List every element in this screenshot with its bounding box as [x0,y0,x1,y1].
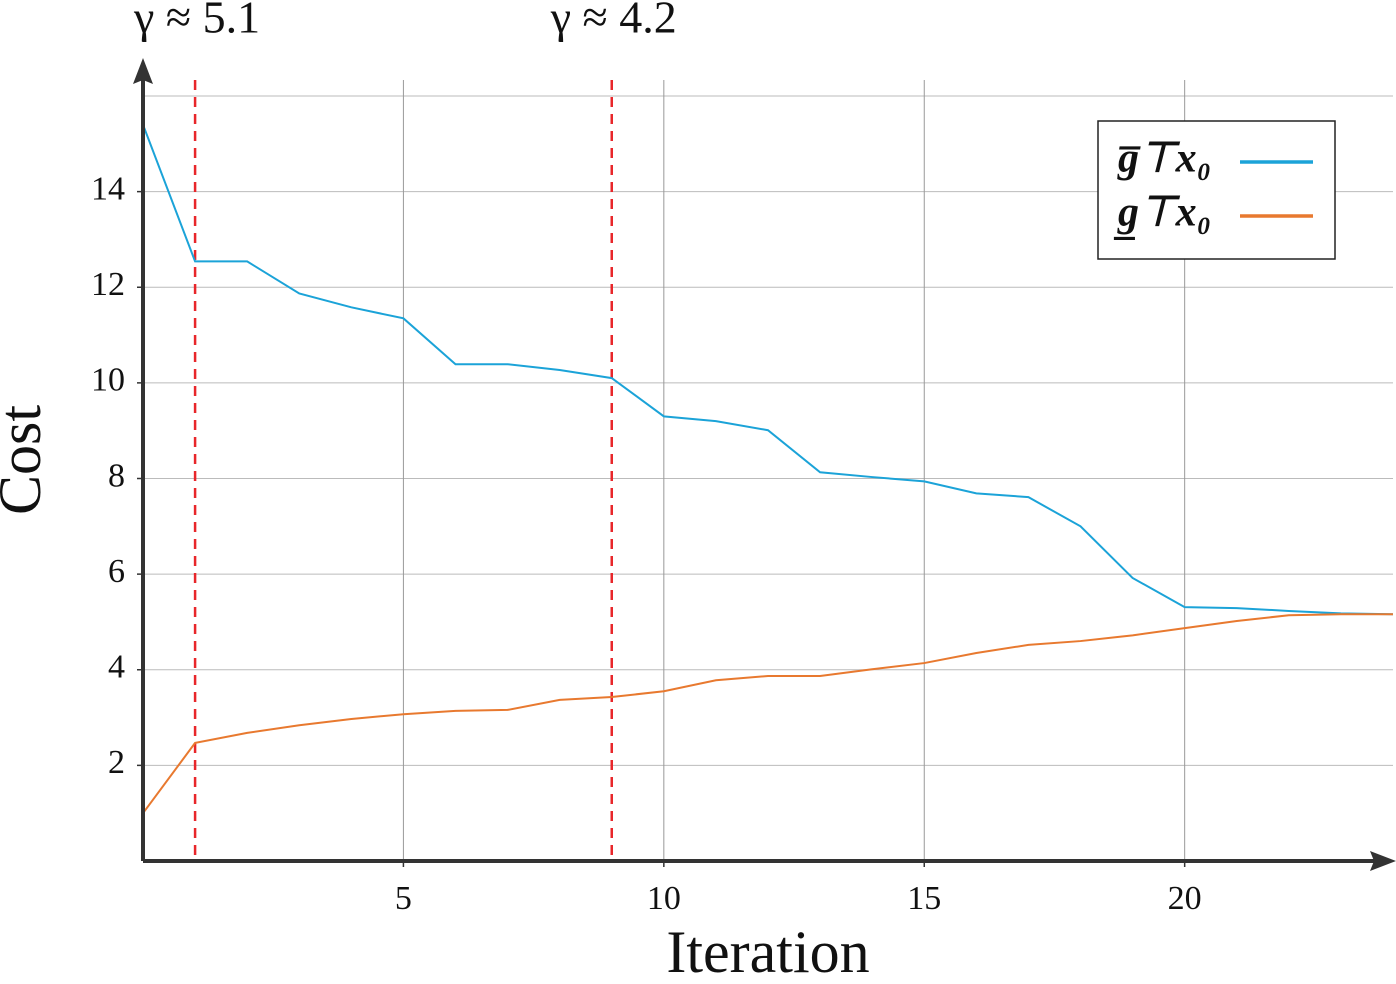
legend: g̅⊤x₀ g̲⊤x₀ [1097,120,1336,260]
y-tick-label: 14 [91,170,125,207]
y-tick-label: 2 [108,744,125,781]
series-line [142,613,1393,814]
y-tick-label: 12 [91,266,125,303]
y-tick-label: 8 [108,457,125,494]
series-line [142,124,1394,616]
legend-box [1097,120,1336,260]
y-axis-label: Cost [0,405,53,515]
legend-label: g̅⊤x₀ [1117,136,1211,182]
x-axis-arrow [1370,851,1396,871]
x-axis-label: Iteration [666,919,869,984]
annotation-label: γ ≈ 4.2 [550,0,677,43]
y-tick-label: 6 [108,553,125,590]
x-tick-label: 20 [1168,880,1202,917]
x-tick-label: 15 [907,880,941,917]
y-axis-arrow [133,58,153,84]
y-tick-label: 4 [108,649,125,686]
x-tick-label: 5 [395,880,412,917]
x-tick-label: 10 [647,880,681,917]
annotation-label: γ ≈ 5.1 [133,0,260,43]
y-tick-label: 10 [91,362,125,399]
legend-label: g̲⊤x₀ [1113,190,1211,240]
